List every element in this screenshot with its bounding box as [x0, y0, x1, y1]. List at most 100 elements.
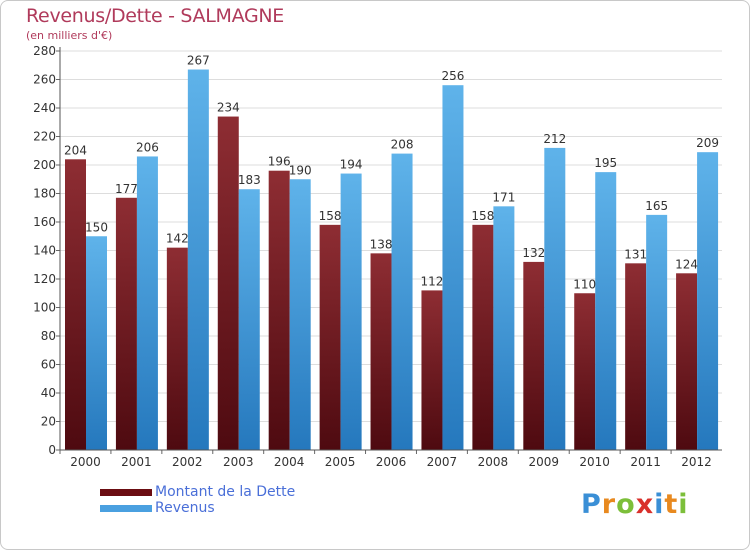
- logo-letter: P: [581, 489, 602, 520]
- y-tick-label: 160: [33, 215, 56, 229]
- y-tick-label: 20: [41, 415, 56, 429]
- value-label-dette: 124: [675, 257, 698, 271]
- logo-letter: t: [664, 489, 679, 520]
- value-label-revenus: 195: [594, 156, 617, 170]
- value-label-dette: 138: [370, 237, 393, 251]
- y-tick-label: 220: [33, 130, 56, 144]
- y-tick-label: 100: [33, 301, 56, 315]
- value-label-revenus: 150: [85, 220, 108, 234]
- bar-revenus: [136, 156, 158, 450]
- logo-letter: r: [601, 489, 617, 520]
- x-tick-label: 2008: [478, 455, 509, 469]
- bar-revenus: [697, 152, 719, 451]
- value-label-revenus: 194: [340, 158, 363, 172]
- x-tick-label: 2010: [579, 455, 610, 469]
- value-label-dette: 131: [624, 247, 647, 261]
- x-tick-label: 2001: [121, 455, 152, 469]
- bar-dette: [268, 170, 290, 450]
- bar-revenus: [391, 153, 413, 450]
- bar-revenus: [289, 179, 311, 450]
- value-label-revenus: 171: [492, 190, 515, 204]
- value-label-revenus: 183: [238, 173, 261, 187]
- value-label-revenus: 212: [543, 132, 566, 146]
- y-tick-label: 240: [33, 101, 56, 115]
- x-tick-label: 2003: [223, 455, 254, 469]
- bar-dette: [166, 247, 188, 450]
- y-tick-label: 80: [41, 329, 56, 343]
- bar-dette: [574, 293, 596, 450]
- value-label-dette: 204: [64, 143, 87, 157]
- proxiti-logo: Proxiti: [581, 489, 689, 520]
- bar-revenus: [238, 189, 260, 450]
- y-tick-label: 140: [33, 244, 56, 258]
- bar-revenus: [340, 173, 362, 451]
- x-tick-label: 2012: [681, 455, 712, 469]
- x-tick-label: 2005: [325, 455, 356, 469]
- logo-letter: i: [678, 489, 689, 520]
- value-label-dette: 132: [522, 246, 545, 260]
- bar-dette: [421, 290, 443, 450]
- value-label-revenus: 267: [187, 54, 210, 68]
- y-tick-label: 0: [48, 443, 56, 457]
- value-label-revenus: 206: [136, 140, 159, 154]
- y-axis-ticks: 0 20 40 60 80 100 120 140 160 180 200 220 240 260 280: [33, 44, 56, 457]
- bar-revenus: [442, 85, 464, 450]
- x-tick-label: 2007: [427, 455, 458, 469]
- value-label-dette: 110: [573, 277, 596, 291]
- value-label-revenus: 190: [289, 163, 312, 177]
- legend-label-revenus: Revenus: [155, 500, 215, 516]
- bar-dette: [472, 224, 494, 450]
- value-label-dette: 196: [268, 155, 291, 169]
- x-tick-label: 2009: [528, 455, 559, 469]
- x-tick-label: 2002: [172, 455, 203, 469]
- value-label-dette: 234: [217, 101, 240, 115]
- value-label-revenus: 208: [391, 138, 414, 152]
- value-label-dette: 142: [166, 232, 189, 246]
- value-label-revenus: 256: [442, 69, 465, 83]
- bar-revenus: [595, 172, 617, 450]
- y-tick-label: 120: [33, 272, 56, 286]
- bar-revenus: [646, 214, 668, 450]
- x-axis-ticks: 2000 2001 2002 2003 2004 2005 2006 2007 2008 2009…: [59, 450, 712, 469]
- axes: [59, 47, 722, 451]
- x-tick-label: 2011: [630, 455, 661, 469]
- legend-label-dette: Montant de la Dette: [155, 484, 296, 500]
- bar-revenus: [187, 69, 209, 451]
- bar-dette: [676, 273, 698, 450]
- y-tick-label: 60: [41, 358, 56, 372]
- value-label-revenus: 209: [696, 136, 719, 150]
- x-tick-label: 2006: [376, 455, 407, 469]
- bars: [65, 69, 719, 451]
- logo-letter: o: [616, 489, 636, 520]
- chart-title: Revenus/Dette - SALMAGNE: [26, 5, 284, 27]
- value-label-dette: 177: [115, 182, 138, 196]
- bar-dette: [625, 263, 647, 450]
- y-tick-label: 200: [33, 158, 56, 172]
- bar-revenus: [86, 236, 107, 450]
- bar-dette: [523, 261, 545, 450]
- bar-dette: [319, 224, 341, 450]
- bar-revenus: [493, 206, 515, 450]
- x-tick-label: 2000: [70, 455, 101, 469]
- bar-revenus: [544, 147, 566, 450]
- legend-swatch-dette: [100, 489, 152, 496]
- logo-letter: x: [635, 489, 655, 520]
- chart-subtitle: (en milliers d'€): [26, 29, 113, 42]
- value-label-revenus: 165: [645, 199, 668, 213]
- y-tick-label: 40: [41, 386, 56, 400]
- logo-letter: i: [654, 489, 665, 520]
- y-tick-label: 260: [33, 73, 56, 87]
- y-tick-label: 180: [33, 187, 56, 201]
- bar-dette: [370, 253, 392, 450]
- value-label-dette: 158: [319, 209, 342, 223]
- value-label-dette: 112: [421, 274, 444, 288]
- bar-dette: [217, 116, 239, 451]
- y-tick-label: 280: [33, 44, 56, 58]
- value-label-dette: 158: [471, 209, 494, 223]
- x-tick-label: 2004: [274, 455, 305, 469]
- bar-dette: [115, 197, 137, 450]
- legend-swatch-revenus: [100, 505, 152, 512]
- bar-dette: [65, 159, 86, 451]
